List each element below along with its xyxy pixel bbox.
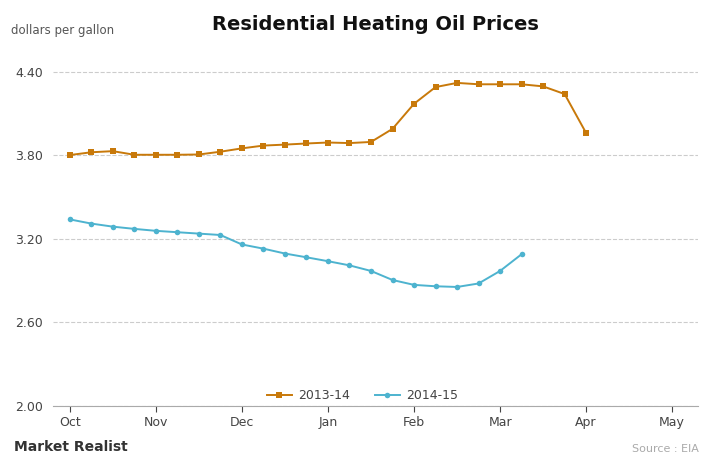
2013-14	[108, 148, 117, 154]
2013-14	[130, 152, 138, 157]
2014-15	[302, 255, 311, 260]
2014-15	[281, 251, 289, 257]
2014-15	[216, 232, 225, 238]
2014-15	[259, 246, 267, 251]
Text: dollars per gallon: dollars per gallon	[11, 24, 114, 37]
2013-14	[453, 80, 461, 86]
2013-14	[152, 152, 160, 157]
2013-14	[324, 140, 332, 145]
2013-14	[389, 126, 397, 131]
Text: Market Realist: Market Realist	[14, 440, 128, 454]
2014-15	[87, 221, 96, 226]
2014-15	[108, 224, 117, 230]
2014-15	[130, 226, 138, 232]
2013-14	[216, 149, 225, 155]
2013-14	[431, 84, 440, 90]
2014-15	[453, 284, 461, 290]
2014-15	[152, 228, 160, 234]
2013-14	[259, 143, 267, 148]
Legend: 2013-14, 2014-15: 2013-14, 2014-15	[262, 384, 463, 407]
2014-15	[431, 283, 440, 289]
2013-14	[345, 140, 354, 146]
2013-14	[518, 81, 526, 87]
2014-15	[496, 268, 504, 274]
2013-14	[302, 141, 311, 146]
2013-14	[474, 81, 483, 87]
2014-15	[195, 231, 203, 237]
2013-14	[66, 152, 74, 158]
Text: Source : EIA: Source : EIA	[632, 444, 699, 454]
2014-15	[366, 268, 375, 274]
Line: 2013-14: 2013-14	[67, 80, 589, 158]
2014-15	[173, 230, 182, 235]
2013-14	[195, 152, 203, 157]
2014-15	[518, 251, 526, 257]
2013-14	[87, 150, 96, 155]
2013-14	[560, 91, 569, 97]
2014-15	[324, 258, 332, 264]
2014-15	[237, 242, 246, 247]
2013-14	[237, 145, 246, 151]
2014-15	[410, 282, 419, 288]
2013-14	[281, 142, 289, 147]
2013-14	[366, 139, 375, 145]
2014-15	[66, 217, 74, 222]
Title: Residential Heating Oil Prices: Residential Heating Oil Prices	[212, 15, 539, 34]
2014-15	[474, 281, 483, 286]
Line: 2014-15: 2014-15	[67, 217, 524, 290]
2013-14	[173, 152, 182, 157]
2013-14	[410, 101, 419, 106]
2013-14	[582, 130, 590, 136]
2013-14	[496, 81, 504, 87]
2013-14	[539, 84, 548, 89]
2014-15	[389, 277, 397, 283]
2014-15	[345, 263, 354, 268]
